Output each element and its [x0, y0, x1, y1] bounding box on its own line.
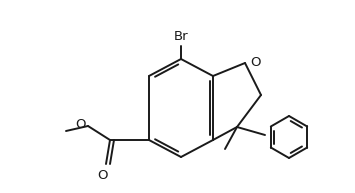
Text: Br: Br	[174, 30, 188, 43]
Text: O: O	[76, 119, 86, 131]
Text: O: O	[250, 56, 261, 69]
Text: O: O	[97, 169, 107, 182]
